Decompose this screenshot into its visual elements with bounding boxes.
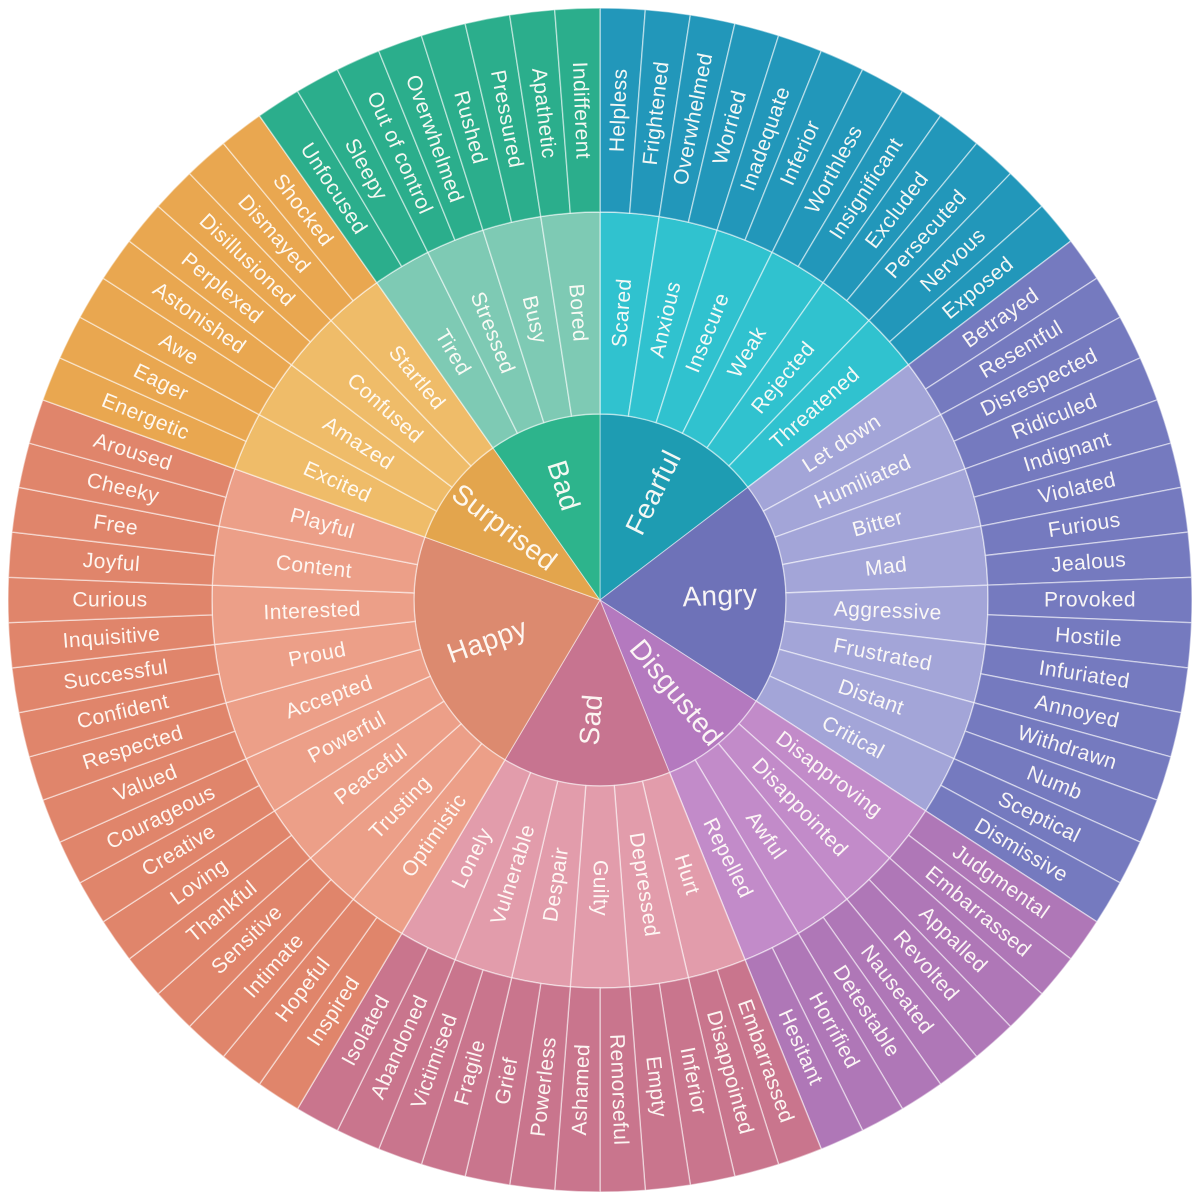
label-angry: Angry [682, 578, 758, 612]
label-sad: Sad [573, 693, 608, 746]
label-mad: Mad [864, 553, 908, 581]
label-hostile: Hostile [1054, 623, 1123, 651]
label-joyful: Joyful [82, 549, 141, 576]
segment-indifferent [553, 7, 601, 214]
label-remorseful: Remorseful [605, 1034, 632, 1146]
label-indifferent: Indifferent [568, 61, 595, 159]
label-bored: Bored [564, 283, 591, 343]
label-scared: Scared [608, 278, 636, 349]
label-curious: Curious [72, 589, 147, 612]
label-guilty: Guilty [589, 860, 612, 916]
label-helpless: Helpless [606, 68, 632, 153]
label-aggressive: Aggressive [833, 597, 942, 624]
label-provoked: Provoked [1044, 589, 1136, 612]
label-ashamed: Ashamed [568, 1043, 594, 1135]
label-jealous: Jealous [1050, 548, 1127, 577]
label-interested: Interested [263, 598, 361, 625]
